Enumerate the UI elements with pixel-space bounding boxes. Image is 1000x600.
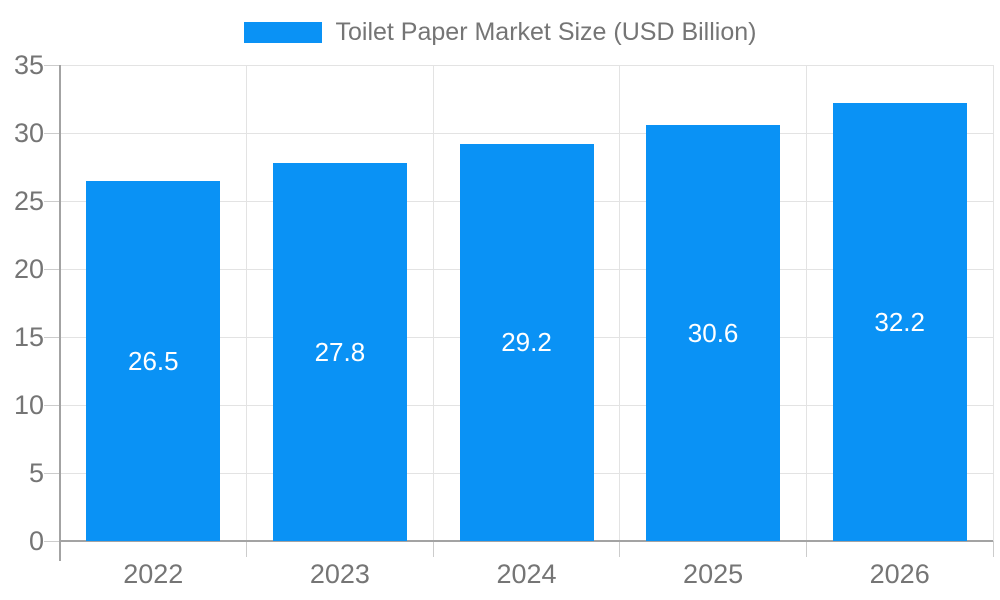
x-axis-tick [992,541,994,557]
y-axis-label: 25 [13,186,44,216]
y-gridline [60,64,993,66]
y-axis-label: 0 [28,526,44,556]
y-axis-tick [44,336,60,338]
y-axis-label: 15 [13,322,44,352]
bar [459,143,594,541]
y-axis-tick [44,404,60,406]
x-axis-label: 2023 [309,559,370,589]
plot-area: 0 5 10 15 20 25 30 35 26.5 2022 27.8 2023 29.2 2024 30… [14,50,994,589]
y-axis-tick [44,268,60,270]
bar [646,124,781,541]
y-axis-tick [44,64,60,66]
y-axis-label: 20 [13,254,44,284]
bar-value-label: 32.2 [874,307,925,338]
legend-swatch [243,21,322,43]
y-gridline [60,132,993,134]
x-axis-label: 2022 [123,559,184,589]
x-axis-tick [246,541,248,557]
x-gridline [805,65,807,541]
y-axis-tick [44,540,60,542]
x-axis-line [60,540,993,542]
bar-value-label: 30.6 [687,317,739,348]
x-axis-label: 2025 [683,559,744,589]
y-axis-label: 30 [13,118,44,148]
y-axis-label: 5 [28,458,44,488]
x-axis-label: 2026 [869,559,930,589]
y-axis-label: 35 [13,50,44,80]
y-axis-tick [44,472,60,474]
x-gridline [619,65,621,541]
y-axis-label: 10 [13,390,44,420]
x-axis-label: 2024 [496,559,557,589]
y-axis-tick [44,200,60,202]
legend-label: Toilet Paper Market Size (USD Billion) [335,17,757,46]
x-gridline [432,65,434,541]
x-gridline [246,65,248,541]
x-gridline [992,65,994,541]
x-axis-tick [805,541,807,557]
x-axis-tick [619,541,621,557]
bar [832,103,967,541]
y-axis-tick [44,132,60,134]
legend: Toilet Paper Market Size (USD Billion) [0,17,1000,47]
y-axis-line [59,65,61,561]
bar [86,180,221,541]
bar [272,162,407,541]
bar-value-label: 26.5 [127,345,179,376]
bar-value-label: 27.8 [314,336,366,367]
x-axis-tick [432,541,434,557]
bar-value-label: 29.2 [501,327,552,358]
